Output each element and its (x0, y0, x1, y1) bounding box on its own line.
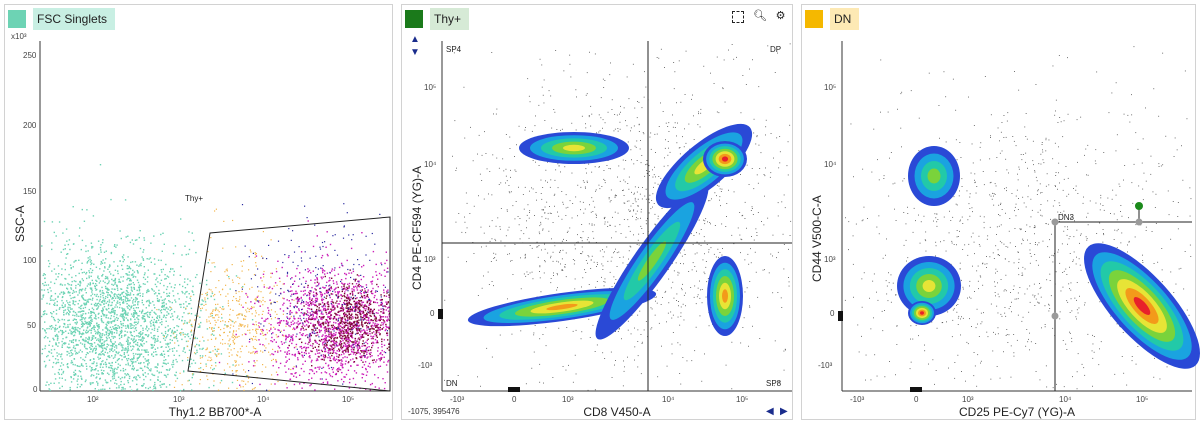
x-tick-label: 10⁵ (342, 395, 355, 404)
quadrant-label-sp8: SP8 (766, 379, 782, 388)
scatter-plot-svg[interactable] (39, 41, 391, 392)
y-tick-label: 0 (430, 309, 435, 318)
density-plot-area[interactable] (838, 41, 1200, 392)
population-color-swatch (805, 10, 823, 28)
x-tick-label: 10³ (562, 395, 574, 404)
y-tick-label: 0 (830, 309, 835, 318)
population-color-swatch (405, 10, 423, 28)
x-zero-marker (910, 387, 922, 392)
x-tick-label: 10⁴ (662, 395, 675, 404)
gate-label: Thy+ (185, 194, 204, 203)
x-tick-label: 10⁵ (1136, 395, 1149, 404)
x-tick-label: -10³ (450, 395, 465, 404)
x-tick-label: 10⁴ (257, 395, 270, 404)
x-tick-label: 10⁴ (1059, 395, 1072, 404)
gate-label: DN3 (1058, 213, 1075, 222)
gate-handle[interactable] (1051, 312, 1059, 320)
y-tick-label: 10⁵ (424, 83, 437, 92)
x-tick-label: 0 (512, 395, 517, 404)
x-tick-label: 10⁵ (736, 395, 749, 404)
gate-rotate-handle[interactable] (1135, 202, 1143, 210)
x-axis-title: CD25 PE-Cy7 (YG)-A (958, 405, 1076, 419)
plot-tab-fsc-singlets[interactable]: FSC Singlets (8, 8, 116, 30)
plot-panel-fsc-singlets: FSC Singlets x10³ 250 200 150 100 50 0 1… (4, 4, 393, 420)
y-tick-label: 10⁵ (824, 83, 837, 92)
x-axis-left-arrow[interactable]: ◀ (766, 406, 774, 417)
y-tick-label: 10³ (824, 255, 836, 264)
density-plot-svg[interactable] (838, 41, 1200, 392)
thy-gate-polygon (187, 216, 391, 392)
event-dots (41, 164, 391, 392)
event-dots (444, 43, 792, 391)
y-tick-label: 250 (23, 51, 37, 60)
plot-tab-thy[interactable]: Thy+ (405, 8, 470, 30)
gate-handle[interactable] (1051, 218, 1059, 226)
y-tick-label: 10⁴ (824, 160, 837, 169)
plot-tab-label: FSC Singlets (33, 8, 116, 30)
density-plot-area[interactable] (438, 41, 792, 392)
y-tick-label: 150 (23, 187, 37, 196)
y-axis-title: SSC-A (13, 205, 27, 242)
gear-icon[interactable]: ⚙ (775, 10, 786, 22)
y-axis-title: CD4 PE-CF594 (YG)-A (410, 165, 424, 290)
density-plot-svg[interactable] (438, 41, 792, 392)
y-axis-down-arrow[interactable]: ▼ (410, 47, 420, 58)
y-tick-label: 10⁴ (424, 160, 437, 169)
x-axis-title: CD8 V450-A (583, 405, 651, 419)
y-tick-label: 100 (23, 256, 37, 265)
density-contours (467, 123, 753, 340)
x-tick-label: 0 (914, 395, 919, 404)
scatter-plot-area[interactable] (39, 41, 391, 392)
x-tick-label: 10³ (173, 395, 185, 404)
quadrant-label-sp4: SP4 (446, 45, 462, 54)
y-tick-label: 200 (23, 121, 37, 130)
x-tick-label: 10² (87, 395, 99, 404)
y-axis-title: CD44 V500-C-A (810, 195, 824, 282)
plot-panel-dn: DN DN3 10⁵ 10⁴ 10³ 0 -10³ -10³ 0 10³ 10⁴… (801, 4, 1200, 420)
x-zero-marker (508, 387, 520, 392)
y-tick-label: -10³ (418, 361, 433, 370)
y-tick-label: -10³ (818, 361, 833, 370)
quadrant-label-dp: DP (770, 45, 782, 54)
x-tick-label: 10³ (962, 395, 974, 404)
plot-tab-label: DN (830, 8, 860, 30)
y-tick-label: 10³ (424, 255, 436, 264)
plot-panel-thy: Thy+ 🔍︎ ⚙ ▲ ▼ SP4 DP DN SP8 10⁵ 10⁴ 10³ … (401, 4, 793, 420)
plot-tab-label: Thy+ (430, 8, 470, 30)
zoom-icon[interactable]: 🔍︎ (753, 10, 767, 22)
density-contours (897, 146, 1200, 369)
y-axis-up-arrow[interactable]: ▲ (410, 34, 420, 45)
plot-tab-dn[interactable]: DN (805, 8, 860, 30)
y-tick-label: 50 (27, 321, 36, 330)
select-icon[interactable] (732, 11, 744, 23)
quadrant-label-dn: DN (446, 379, 458, 388)
y-exponent-label: x10³ (11, 32, 27, 41)
y-zero-marker (838, 311, 843, 321)
x-axis-right-arrow[interactable]: ▶ (780, 406, 788, 417)
x-tick-label: -10³ (850, 395, 865, 404)
cursor-coordinate-readout: -1075, 395476 (408, 407, 460, 416)
y-zero-marker (438, 309, 443, 319)
population-color-swatch (8, 10, 26, 28)
y-tick-label: 0 (33, 385, 38, 394)
x-axis-title: Thy1.2 BB700*-A (168, 405, 262, 419)
gate-handle[interactable] (1135, 218, 1143, 226)
